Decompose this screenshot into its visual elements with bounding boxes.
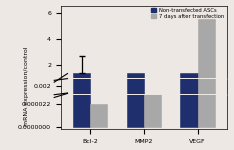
Bar [127, 0, 144, 100]
Bar [197, 19, 215, 91]
Bar [73, 73, 90, 91]
Bar [127, 73, 144, 91]
Y-axis label: mRNA expression/control: mRNA expression/control [24, 47, 29, 126]
Bar [73, 0, 90, 100]
Bar [180, 0, 197, 127]
Bar [144, 0, 161, 127]
Legend: Non-transfected ASCs, 7 days after transfection: Non-transfected ASCs, 7 days after trans… [151, 7, 224, 20]
Bar [180, 73, 197, 91]
Bar [197, 0, 215, 127]
Bar [90, 104, 107, 127]
Bar [73, 0, 90, 127]
Bar [180, 0, 197, 100]
Bar [127, 0, 144, 127]
Bar [144, 96, 161, 100]
Bar [197, 0, 215, 100]
